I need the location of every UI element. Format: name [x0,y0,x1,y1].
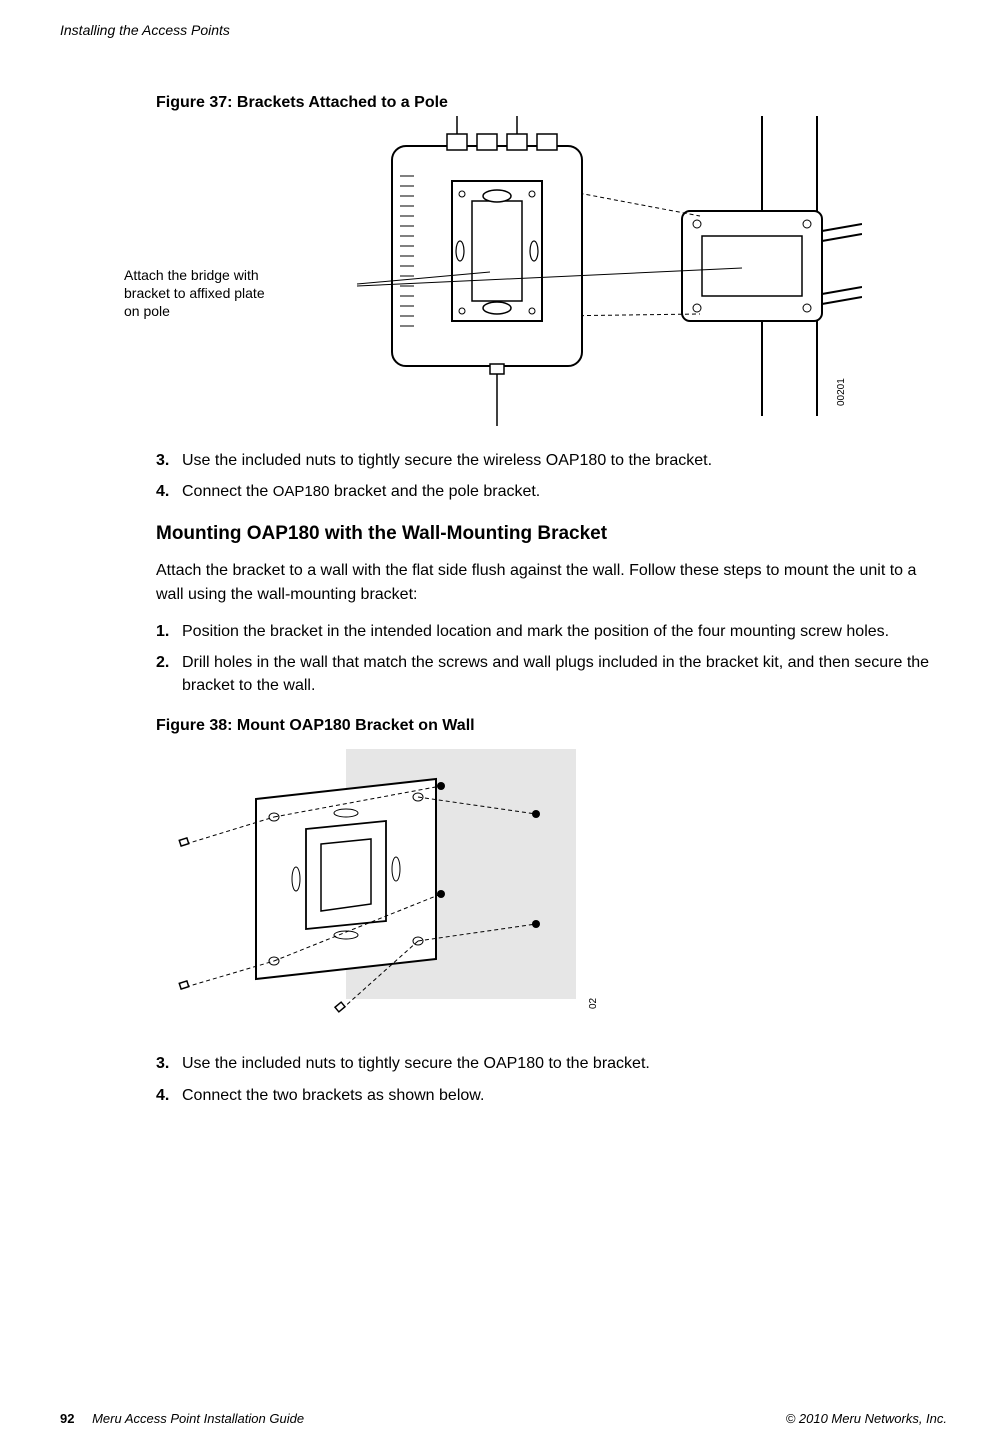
figure-37-title: Figure 37: Brackets Attached to a Pole [156,94,947,112]
section-title: Mounting OAP180 with the Wall-Mounting B… [156,523,947,545]
step-text: Drill holes in the wall that match the s… [182,651,947,697]
step-number: 2. [156,651,182,697]
step-item: 4. Connect the OAP180 bracket and the po… [156,480,947,503]
section-intro: Attach the bracket to a wall with the fl… [156,559,947,605]
footer-copyright: © 2010 Meru Networks, Inc. [786,1411,947,1426]
figure-37-annotation: Attach the bridge with bracket to affixe… [124,266,284,321]
book-title: Meru Access Point Installation Guide [92,1411,304,1426]
figure-37-container: Attach the bridge with bracket to affixe… [156,116,947,431]
step-item: 3. Use the included nuts to tightly secu… [156,1052,947,1075]
step-item: 3. Use the included nuts to tightly secu… [156,449,947,472]
step-number: 3. [156,449,182,472]
step-item: 4. Connect the two brackets as shown bel… [156,1084,947,1107]
step-text: Position the bracket in the intended loc… [182,620,947,643]
step-number: 4. [156,480,182,503]
steps-after-fig38: 3. Use the included nuts to tightly secu… [156,1052,947,1106]
step-text: Connect the OAP180 bracket and the pole … [182,480,947,503]
steps-wall-mount: 1. Position the bracket in the intended … [156,620,947,698]
page-footer: 92 Meru Access Point Installation Guide … [60,1411,947,1426]
figure-37-svg: 00201 [242,116,862,426]
step-text: Connect the two brackets as shown below. [182,1084,947,1107]
step-text: Use the included nuts to tightly secure … [182,1052,947,1075]
step-number: 3. [156,1052,182,1075]
footer-left: 92 Meru Access Point Installation Guide [60,1411,304,1426]
figure-38-title: Figure 38: Mount OAP180 Bracket on Wall [156,717,947,735]
step-number: 1. [156,620,182,643]
step-number: 4. [156,1084,182,1107]
step-item: 2. Drill holes in the wall that match th… [156,651,947,697]
figure-37-id-label: 00201 [836,378,847,406]
steps-after-fig37: 3. Use the included nuts to tightly secu… [156,449,947,503]
step-text: Use the included nuts to tightly secure … [182,449,947,472]
page-header: Installing the Access Points [60,22,947,38]
figure-38-container: 02 [156,739,947,1034]
page-number: 92 [60,1411,74,1426]
step-item: 1. Position the bracket in the intended … [156,620,947,643]
figure-38-id-label: 02 [588,998,599,1010]
figure-38-svg: 02 [156,739,636,1029]
